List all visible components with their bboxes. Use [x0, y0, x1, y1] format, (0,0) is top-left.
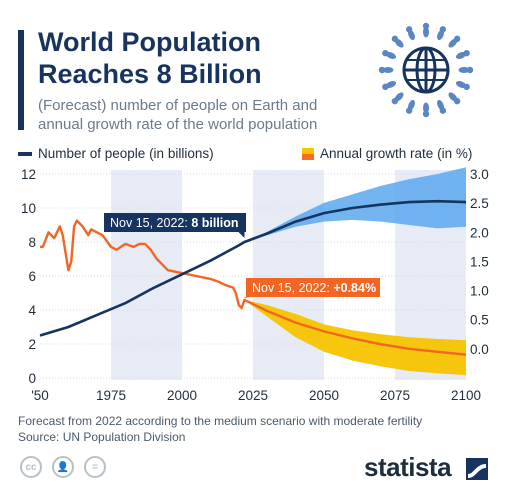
y-right-tick-0.5: 0.5	[470, 313, 489, 328]
growth-rate-line	[40, 219, 467, 356]
x-tick-1975: 1975	[96, 388, 126, 403]
shaded-period-1	[253, 170, 324, 380]
x-tick-'50: '50	[31, 388, 49, 403]
population-line	[39, 199, 467, 337]
population-forecast-band	[244, 167, 466, 242]
callout-growth-pointer	[244, 297, 251, 298]
title-accent-bar	[18, 30, 24, 130]
callout-population-box	[104, 213, 246, 232]
page-title: World Population Reaches 8 Billion	[38, 26, 368, 90]
cc-license-icon[interactable]: cc	[20, 456, 42, 478]
growth-forecast-band	[244, 299, 466, 376]
x-tick-2050: 2050	[309, 388, 339, 403]
subtitle-line-2: annual growth rate of the world populati…	[38, 116, 318, 133]
x-tick-2075: 2075	[380, 388, 410, 403]
y-right-tick-2.0: 2.0	[470, 225, 489, 240]
population-growth-chart: 0 2 4 6 8 10 12 0.0 0.5 1.0 1.5 2.0 2.5 3.0 '50 1975 200…	[21, 167, 489, 403]
y-right-tick-0.0: 0.0	[470, 342, 489, 357]
legend-growth: Annual growth rate (in %)	[302, 146, 472, 161]
statista-logo-text[interactable]: statista	[364, 452, 452, 482]
legend-population-label: Number of people (in billions)	[38, 146, 214, 161]
legend-growth-label: Annual growth rate (in %)	[320, 146, 473, 161]
legend-population-swatch	[18, 151, 32, 156]
title-line-2: Reaches 8 Billion	[38, 59, 262, 89]
callout-population-text: Nov 15, 2022: 8 billion	[110, 216, 239, 230]
no-derivatives-icon[interactable]: =	[84, 456, 106, 478]
forecast-note: Forecast from 2022 according to the medi…	[18, 414, 423, 428]
x-tick-2000: 2000	[167, 388, 197, 403]
globe-people-icon	[378, 22, 474, 118]
y-left-tick-8: 8	[28, 235, 36, 250]
y-left-tick-2: 2	[28, 337, 36, 352]
subtitle-line-1: (Forecast) number of people on Earth and	[38, 97, 318, 114]
attribution-icon[interactable]: 👤	[52, 456, 74, 478]
x-tick-2025: 2025	[238, 388, 268, 403]
y-left-tick-0: 0	[28, 371, 36, 386]
callout-population-pointer	[238, 232, 245, 238]
statista-logo-icon[interactable]	[466, 458, 488, 480]
y-right-tick-2.5: 2.5	[470, 196, 489, 211]
shaded-period-0	[111, 170, 182, 380]
y-left-tick-6: 6	[28, 269, 36, 284]
title-line-1: World Population	[38, 27, 261, 57]
legend-population: Number of people (in billions)	[18, 146, 214, 161]
x-tick-2100: 2100	[451, 388, 481, 403]
y-left-tick-10: 10	[21, 201, 36, 216]
legend-growth-swatch	[302, 147, 314, 160]
page-subtitle: (Forecast) number of people on Earth and…	[38, 96, 378, 134]
y-right-tick-1.0: 1.0	[470, 284, 489, 299]
y-left-tick-12: 12	[21, 167, 36, 182]
y-left-tick-4: 4	[28, 303, 36, 318]
y-right-tick-1.5: 1.5	[470, 254, 489, 269]
source-note: Source: UN Population Division	[18, 430, 186, 444]
callout-growth-box	[246, 278, 380, 297]
callout-growth-text: Nov 15, 2022: +0.84%	[252, 281, 376, 295]
y-right-tick-3.0: 3.0	[470, 167, 489, 182]
